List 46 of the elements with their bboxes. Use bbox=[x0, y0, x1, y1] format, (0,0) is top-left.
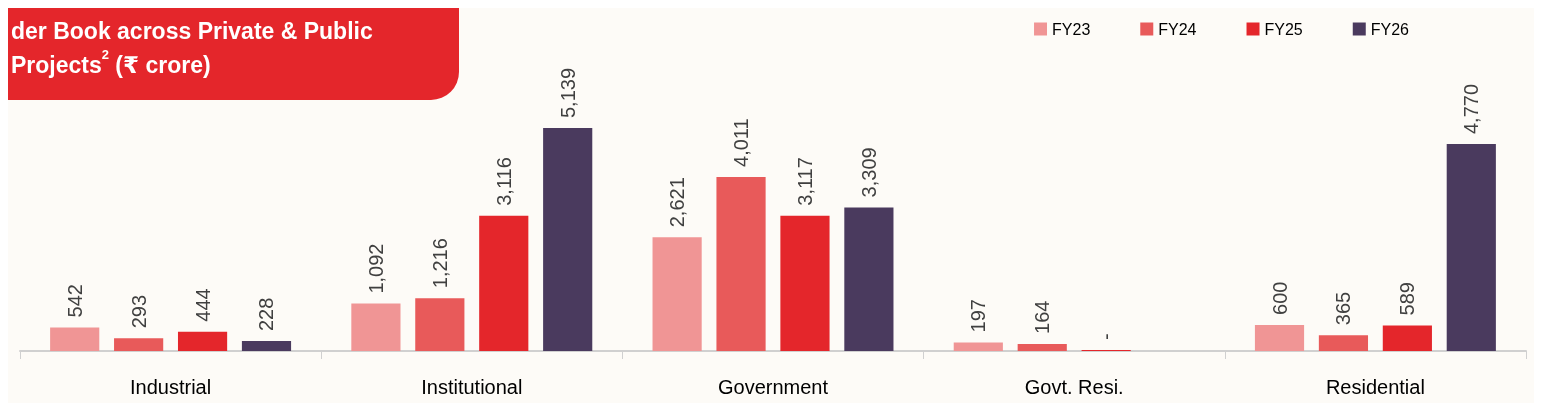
bar bbox=[1446, 144, 1496, 351]
x-tick-label: Residential bbox=[1325, 376, 1425, 398]
bar bbox=[716, 176, 766, 351]
legend-label: FY26 bbox=[1370, 20, 1410, 38]
data-label: 3,117 bbox=[793, 157, 816, 206]
data-label: 589 bbox=[1396, 282, 1419, 316]
legend-label: FY23 bbox=[1052, 20, 1091, 38]
bar bbox=[177, 331, 228, 351]
x-tick-label: Industrial bbox=[130, 376, 212, 398]
bar bbox=[1017, 343, 1067, 351]
data-label: - bbox=[1095, 333, 1118, 340]
x-tick-label: Government bbox=[717, 376, 829, 398]
data-label: 542 bbox=[63, 284, 86, 318]
legend-label: FY25 bbox=[1264, 20, 1303, 38]
data-label: 4,770 bbox=[1460, 83, 1483, 135]
data-label: 164 bbox=[1031, 300, 1054, 334]
bar bbox=[953, 342, 1003, 351]
data-label: 600 bbox=[1268, 281, 1291, 315]
bar bbox=[241, 341, 292, 351]
bar bbox=[844, 207, 894, 351]
data-label: 1,092 bbox=[364, 243, 387, 294]
data-label: 4,011 bbox=[730, 118, 753, 167]
legend-label: FY24 bbox=[1158, 20, 1197, 38]
x-tick-label: Govt. Resi. bbox=[1024, 376, 1124, 398]
data-label: 444 bbox=[191, 288, 214, 322]
bar bbox=[1318, 335, 1369, 351]
bar bbox=[50, 327, 100, 351]
bar bbox=[415, 298, 465, 351]
data-label: 3,309 bbox=[857, 147, 880, 198]
bar bbox=[1254, 324, 1305, 351]
data-label: 2,621 bbox=[666, 177, 689, 228]
data-label: 5,139 bbox=[556, 67, 579, 118]
bar bbox=[1382, 325, 1432, 351]
bar bbox=[652, 237, 702, 351]
bar bbox=[479, 215, 529, 351]
data-label: 228 bbox=[255, 297, 278, 332]
data-label: 293 bbox=[127, 294, 150, 329]
bar bbox=[351, 303, 401, 351]
x-tick-label: Institutional bbox=[421, 376, 523, 398]
data-label: 3,116 bbox=[492, 157, 515, 206]
data-label: 197 bbox=[967, 299, 990, 333]
data-label: 365 bbox=[1332, 291, 1355, 326]
bar bbox=[780, 215, 830, 351]
bar bbox=[114, 338, 164, 351]
data-label: 1,216 bbox=[428, 238, 451, 289]
bar bbox=[543, 128, 593, 351]
